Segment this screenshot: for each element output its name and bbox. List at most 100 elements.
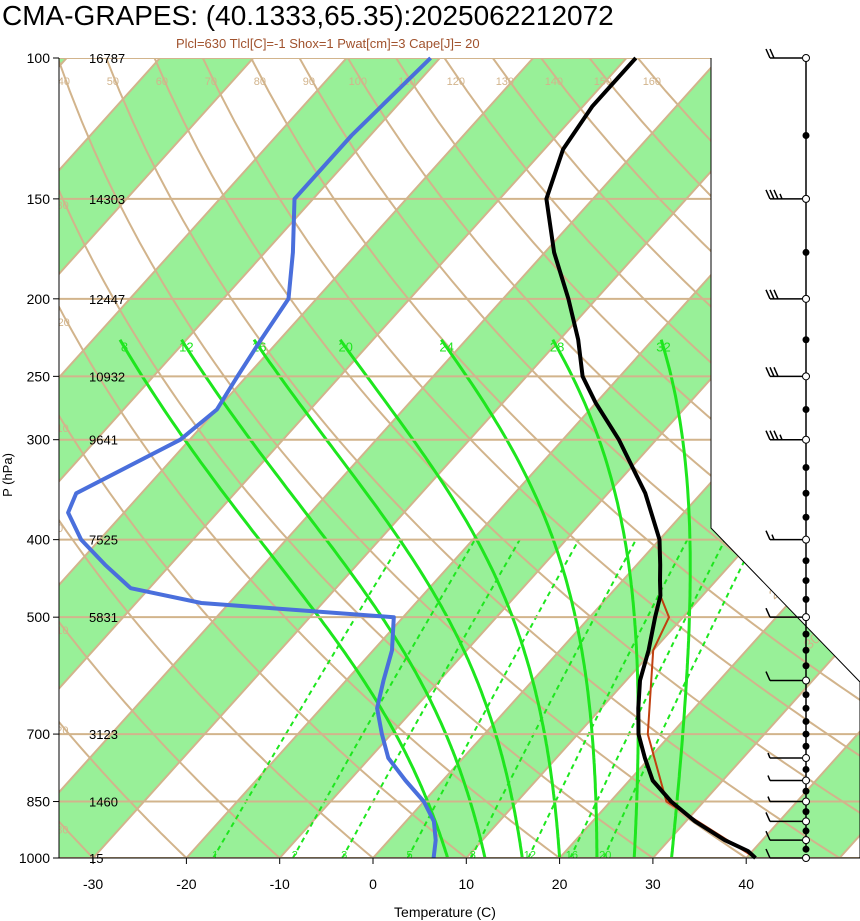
isotherm-band [59, 58, 440, 858]
isotherm-band [746, 58, 860, 858]
wind-level-dot [802, 595, 810, 603]
dry-adiabat [250, 58, 860, 858]
moist-adiabats [118, 338, 692, 858]
wind-level-dot [802, 630, 810, 638]
moist-adiabat-label: 8 [121, 339, 128, 354]
moist-adiabat [338, 338, 562, 858]
dry-adiabat [395, 58, 860, 858]
moist-adiabat [440, 338, 599, 858]
isotherm-line [59, 58, 628, 858]
wind-level-dot [802, 464, 810, 472]
moist-adiabat [118, 338, 450, 858]
dry-adiabat [105, 58, 860, 858]
dry-adiabat-label: 130 [496, 76, 514, 88]
wind-level-dot [802, 730, 810, 738]
dry-adiabat-label: -20 [53, 725, 69, 737]
temperature-line [544, 56, 757, 860]
wind-level-dot [802, 577, 810, 585]
wind-barb-station [802, 754, 810, 763]
moist-adiabat-label: 32 [656, 339, 670, 354]
isotherm-label: -20 [706, 241, 732, 266]
dry-adiabat [201, 58, 860, 858]
x-tick-label: 40 [738, 876, 754, 892]
y-tick-label: 300 [27, 432, 51, 448]
wind-barb-station [802, 535, 810, 544]
mixing-ratio-label: 12 [524, 850, 536, 862]
mixing-ratio-label: 1 [212, 850, 218, 862]
moist-adiabat-label: 28 [550, 339, 564, 354]
wind-level-dot [802, 405, 810, 413]
dry-adiabat-label: 60 [156, 76, 168, 88]
wind-barb [767, 775, 802, 782]
height-label: 5831 [89, 610, 118, 625]
dry-adiabat [298, 58, 860, 858]
wind-barb [765, 48, 802, 59]
isotherm-label: 10 [731, 530, 753, 552]
x-tick-label: 10 [459, 876, 475, 892]
x-tick-label: -20 [176, 876, 196, 892]
moist-adiabat-label: 20 [338, 339, 352, 354]
wind-level-dot [802, 336, 810, 344]
isotherm-band [559, 58, 860, 858]
dry-adiabat [59, 58, 205, 858]
y-tick-label: 500 [27, 609, 51, 625]
dry-adiabat-label: 140 [545, 76, 563, 88]
wind-level-dot [802, 808, 810, 816]
y-tick-label: 1000 [19, 850, 50, 866]
wind-barb-station [802, 797, 810, 806]
dry-adiabat-label: 70 [205, 76, 217, 88]
wind-level-dot [802, 742, 810, 750]
height-label: 9641 [89, 433, 118, 448]
chart-subtitle: Plcl=630 Tlcl[C]=-1 Shox=1 Pwat[cm]=3 Ca… [176, 36, 480, 51]
isotherm-band [59, 58, 814, 858]
wind-barb-station [802, 194, 810, 203]
wind-level-dot [802, 787, 810, 795]
dry-adiabat-label: 160 [643, 76, 661, 88]
wind-barb [765, 830, 802, 841]
isotherm-line [59, 58, 348, 858]
wind-level-dot [802, 691, 810, 699]
wind-barb [765, 607, 802, 618]
wind-barb-station [802, 854, 810, 862]
dewpoint-line [66, 56, 438, 859]
height-label: 1460 [89, 795, 118, 810]
dry-adiabat-label: -30 [53, 824, 69, 836]
wind-barb-station [802, 776, 810, 785]
isotherm-bands [59, 58, 860, 858]
dry-adiabat-label: -10 [53, 625, 69, 637]
y-tick-label: 850 [27, 794, 51, 810]
wind-barb-station [802, 54, 810, 62]
wind-level-dot [802, 557, 810, 565]
wind-barb [767, 752, 802, 759]
isotherm-line [59, 58, 534, 858]
moist-adiabat-label: 12 [179, 339, 193, 354]
wind-barb [765, 848, 802, 859]
isotherm-line [558, 58, 860, 858]
x-tick-label: -30 [83, 876, 103, 892]
isotherm-line [652, 58, 860, 858]
dry-adiabat-label: 0 [57, 523, 63, 535]
isotherm-line [59, 58, 441, 858]
wind-level-dot [802, 845, 810, 853]
dry-adiabat-label: 40 [58, 76, 70, 88]
moist-adiabat [659, 339, 692, 858]
wind-barb [767, 796, 802, 803]
y-tick-label: 200 [27, 291, 51, 307]
wind-barbs [765, 48, 810, 862]
wind-level-dot [802, 704, 810, 712]
mixing-ratio-label: 16 [566, 850, 578, 862]
height-label: 3123 [89, 727, 118, 742]
wind-barb [765, 289, 802, 300]
wind-level-dot [802, 132, 810, 140]
mixing-ratio-label: 20 [599, 850, 611, 862]
wind-barb [765, 812, 802, 823]
moist-adiabat [252, 338, 524, 858]
dry-adiabat [59, 58, 395, 858]
dry-adiabat-label: 80 [254, 76, 266, 88]
wind-barb-station [802, 817, 810, 826]
dry-adiabat-label: 100 [349, 76, 367, 88]
y-tick-label: 250 [27, 368, 51, 384]
mixing-ratio-label: 5 [406, 850, 412, 862]
